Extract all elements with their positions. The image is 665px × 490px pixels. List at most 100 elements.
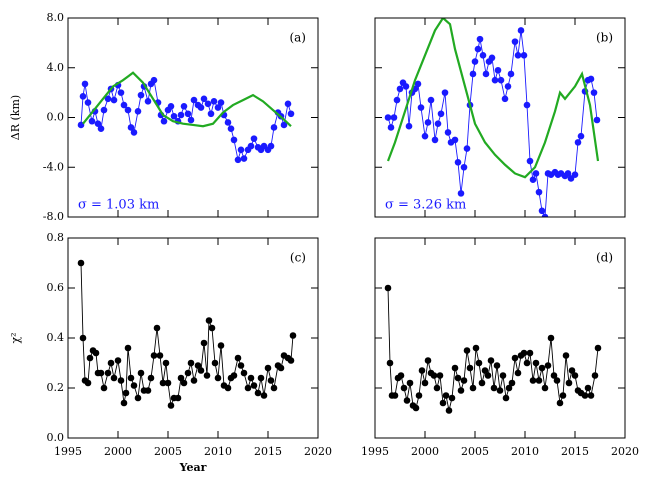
data-point: [593, 116, 601, 124]
data-point: [424, 119, 432, 126]
data-point: [553, 377, 561, 384]
data-point: [124, 106, 132, 114]
data-point: [187, 359, 195, 367]
data-point: [556, 399, 564, 407]
data-point: [396, 85, 404, 93]
data-point: [424, 357, 432, 364]
data-point: [250, 382, 258, 389]
data-point: [92, 349, 100, 357]
data-point: [184, 369, 192, 377]
data-point: [442, 392, 450, 399]
data-point: [471, 58, 479, 65]
data-point: [400, 384, 408, 392]
data-point: [159, 379, 167, 387]
data-point: [386, 359, 394, 367]
y-tick-label: 0.2: [47, 381, 65, 394]
data-point: [244, 384, 252, 392]
data-point: [117, 377, 125, 384]
data-point: [415, 392, 423, 399]
data-point: [431, 136, 439, 144]
data-point: [137, 369, 145, 377]
data-point: [526, 349, 534, 357]
data-point: [514, 52, 522, 59]
data-point: [497, 76, 505, 84]
data-point: [120, 399, 128, 407]
data-point: [277, 364, 285, 372]
data-point: [502, 394, 510, 402]
data-point: [100, 384, 108, 392]
data-point: [88, 117, 96, 125]
data-point: [476, 35, 484, 43]
data-point: [491, 76, 499, 84]
data-point: [162, 359, 170, 367]
data-point: [397, 372, 405, 379]
data-point: [587, 392, 595, 399]
data-point: [490, 384, 498, 392]
data-point: [174, 394, 182, 402]
data-point: [214, 374, 222, 382]
data-point: [267, 377, 275, 384]
data-point: [469, 384, 477, 392]
data-point: [180, 379, 188, 387]
data-point: [427, 96, 435, 104]
sigma-note: σ = 1.03 km: [78, 198, 159, 213]
data-point: [204, 100, 212, 108]
data-point: [479, 52, 487, 59]
data-point: [137, 91, 145, 99]
data-point: [264, 364, 272, 372]
panel-label: (d): [596, 251, 613, 265]
data-point: [124, 344, 132, 352]
data-point: [167, 402, 175, 409]
data-point: [448, 394, 456, 402]
data-point: [520, 52, 528, 59]
data-point: [403, 397, 411, 404]
data-point: [197, 104, 205, 111]
data-point: [156, 352, 164, 359]
data-point: [417, 104, 425, 111]
data-point: [107, 359, 115, 367]
data-point: [494, 66, 502, 74]
data-point: [454, 374, 462, 382]
data-point: [568, 367, 576, 374]
data-point: [134, 107, 142, 115]
plot-frame: [374, 237, 626, 439]
data-point: [280, 121, 288, 129]
data-point: [535, 188, 543, 196]
data-point: [203, 372, 211, 379]
data-point: [127, 124, 135, 131]
data-point: [270, 384, 278, 392]
data-point: [205, 317, 213, 324]
data-point: [217, 342, 225, 349]
data-point: [227, 125, 235, 132]
data-point: [289, 332, 297, 339]
data-point: [187, 116, 195, 124]
data-point: [421, 379, 429, 387]
data-point: [434, 120, 442, 128]
data-point: [562, 352, 570, 359]
data-point: [234, 156, 242, 164]
panel-label: (a): [289, 31, 306, 45]
data-point: [581, 392, 589, 399]
data-point: [430, 372, 438, 379]
data-point: [402, 83, 410, 90]
data-point: [441, 89, 449, 96]
data-point: [445, 407, 453, 414]
data-point: [594, 344, 602, 352]
data-point: [211, 359, 219, 367]
data-point: [532, 170, 540, 177]
data-point: [541, 213, 549, 217]
data-point: [79, 334, 87, 342]
data-point: [436, 372, 444, 379]
data-point: [520, 349, 528, 357]
data-point: [190, 377, 198, 384]
data-point: [104, 95, 112, 103]
x-tick-label: 1995: [361, 445, 389, 458]
data-point: [150, 76, 158, 84]
data-point: [451, 136, 459, 144]
data-point: [97, 125, 105, 132]
data-point: [387, 124, 395, 131]
data-point: [287, 357, 295, 364]
data-point: [167, 103, 175, 110]
y-tick-label: 8.0: [47, 11, 65, 24]
data-point: [505, 384, 513, 392]
